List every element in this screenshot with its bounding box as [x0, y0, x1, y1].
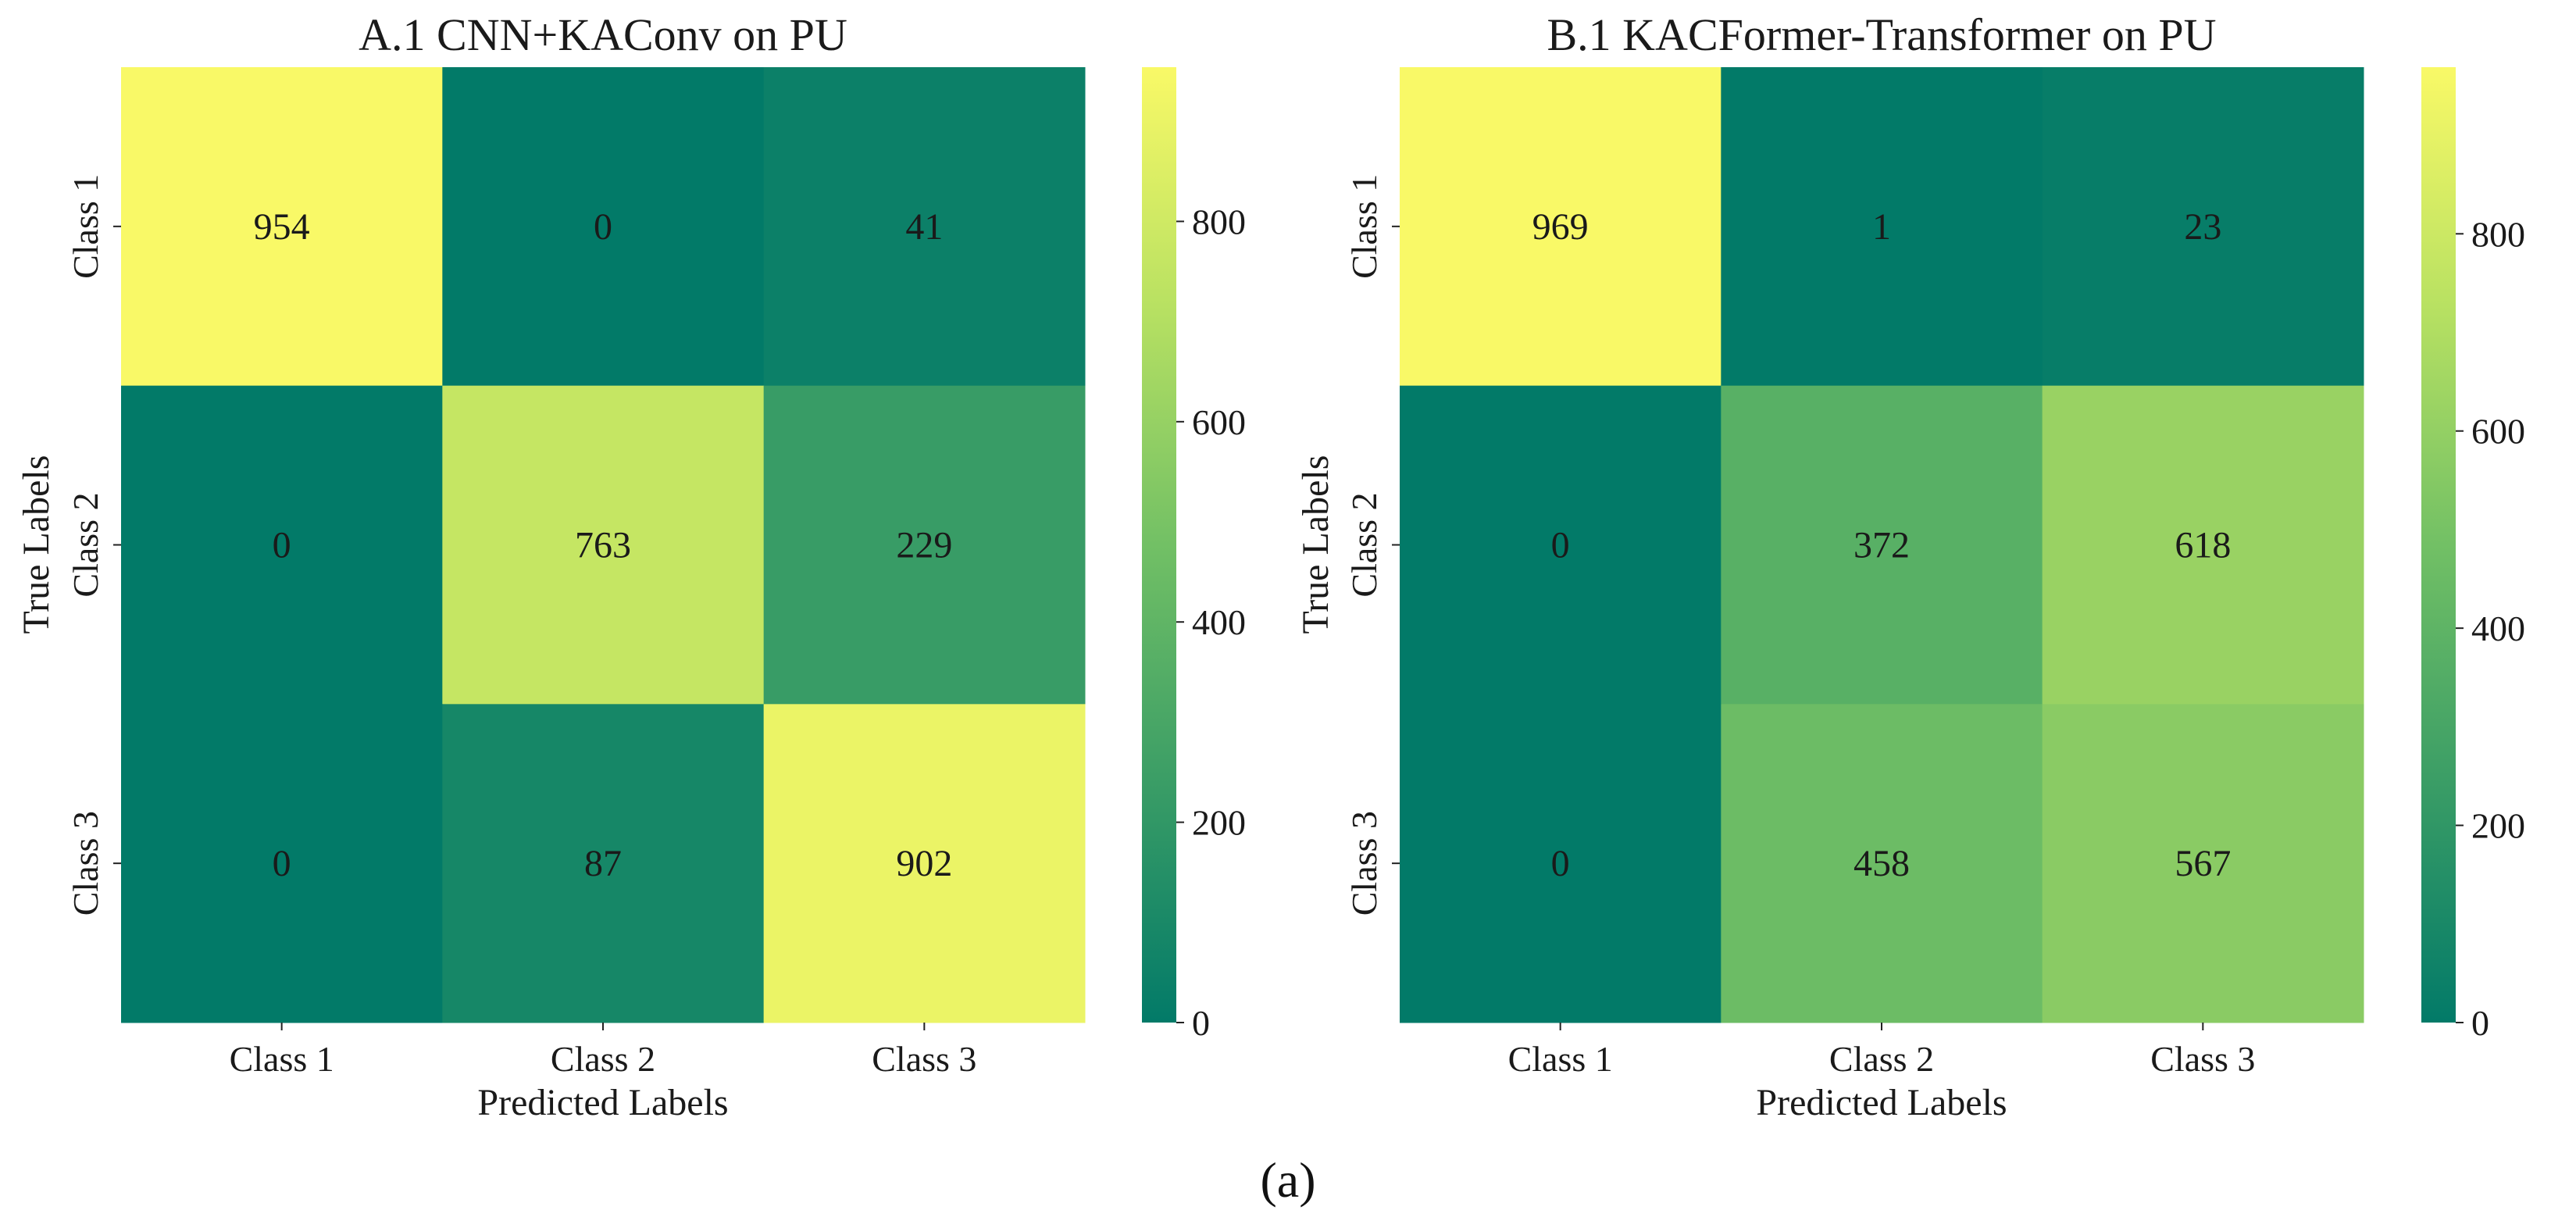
- x-tick-label: Class 3: [872, 1039, 976, 1079]
- heatmap-cell: [1400, 385, 1721, 705]
- figure-caption: (a): [1260, 1152, 1315, 1208]
- heatmap-cell: [442, 385, 765, 705]
- cell-value-label: 618: [2175, 525, 2231, 566]
- chart-title: B.1 KACFormer-Transformer on PU: [1547, 9, 2216, 60]
- x-axis-label: Predicted Labels: [477, 1082, 728, 1123]
- heatmap-cell: [763, 67, 1086, 387]
- heatmap-cell: [121, 704, 443, 1023]
- cell-value-label: 763: [575, 525, 631, 566]
- colorbar-tick-label: 600: [1192, 402, 1246, 442]
- y-axis-label: True Labels: [1295, 455, 1336, 634]
- colorbar-tick-label: 0: [1192, 1003, 1210, 1043]
- y-axis-label: True Labels: [16, 455, 57, 634]
- heatmap-panel-2: B.1 KACFormer-Transformer on PU 969 1 23 0 37…: [1295, 9, 2525, 1123]
- y-tick-label: Class 2: [1344, 492, 1384, 597]
- heatmap-cell: [1721, 704, 2043, 1023]
- cell-value-label: 902: [896, 843, 952, 884]
- heatmap-cell: [442, 67, 765, 387]
- y-tick-label: Class 2: [66, 492, 105, 597]
- colorbar-tick-label: 200: [2471, 806, 2525, 846]
- colorbar-tick-label: 0: [2471, 1003, 2489, 1043]
- x-tick-label: Class 3: [2150, 1039, 2255, 1079]
- cell-value-label: 0: [594, 206, 612, 248]
- heatmap-cell: [2042, 67, 2364, 387]
- cell-value-label: 23: [2184, 206, 2221, 248]
- cell-value-label: 0: [273, 525, 291, 566]
- cell-value-label: 458: [1854, 843, 1910, 884]
- heatmap-cell: [121, 67, 443, 387]
- x-tick-label: Class 2: [551, 1039, 655, 1079]
- colorbar: [1142, 67, 1176, 1023]
- heatmap-cell: [2042, 704, 2364, 1023]
- colorbar-tick-label: 200: [1192, 803, 1246, 843]
- colorbar-tick-label: 800: [1192, 202, 1246, 241]
- cell-value-label: 229: [896, 525, 952, 566]
- heatmap-cell: [763, 704, 1086, 1023]
- cell-value-label: 954: [254, 206, 310, 248]
- x-tick-label: Class 1: [230, 1039, 334, 1079]
- colorbar-tick-label: 400: [2471, 609, 2525, 648]
- cell-value-label: 1: [1872, 206, 1891, 248]
- heatmap-cell: [1400, 67, 1721, 387]
- colorbar: [2421, 67, 2456, 1023]
- cell-value-label: 87: [584, 843, 622, 884]
- chart-title: A.1 CNN+KAConv on PU: [359, 9, 847, 60]
- x-axis-label: Predicted Labels: [1756, 1082, 2007, 1123]
- heatmap-cell: [2042, 385, 2364, 705]
- cell-value-label: 0: [1551, 843, 1570, 884]
- heatmap-cell: [121, 385, 443, 705]
- cell-value-label: 41: [905, 206, 943, 248]
- colorbar-tick-label: 400: [1192, 602, 1246, 642]
- cell-value-label: 567: [2175, 843, 2231, 884]
- heatmap-panel-1: A.1 CNN+KAConv on PU 954 0 41 0 763 229 0 87 902 C…: [16, 9, 1246, 1123]
- heatmap-cell: [1400, 704, 1721, 1023]
- x-tick-label: Class 1: [1508, 1039, 1613, 1079]
- cell-value-label: 372: [1854, 525, 1910, 566]
- x-tick-label: Class 2: [1829, 1039, 1934, 1079]
- y-tick-label: Class 1: [1344, 174, 1384, 279]
- y-tick-label: Class 1: [66, 174, 105, 279]
- colorbar-tick-label: 800: [2471, 214, 2525, 254]
- heatmap-cell: [1721, 67, 2043, 387]
- cell-value-label: 0: [1551, 525, 1570, 566]
- heatmap-cell: [1721, 385, 2043, 705]
- y-tick-label: Class 3: [1344, 811, 1384, 916]
- colorbar-tick-label: 600: [2471, 412, 2525, 452]
- cell-value-label: 969: [1532, 206, 1589, 248]
- y-tick-label: Class 3: [66, 811, 105, 916]
- heatmap-cell: [442, 704, 765, 1023]
- cell-value-label: 0: [273, 843, 291, 884]
- heatmap-cell: [763, 385, 1086, 705]
